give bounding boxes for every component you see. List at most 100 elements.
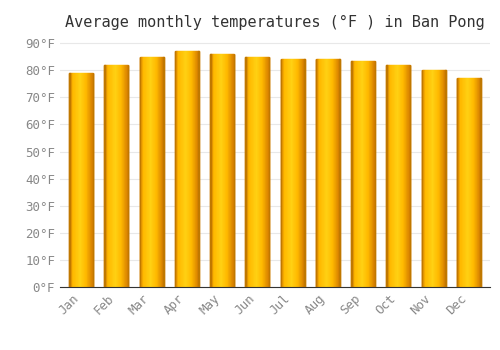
Bar <box>369 61 370 287</box>
Bar <box>463 78 464 287</box>
Bar <box>122 65 123 287</box>
Bar <box>73 73 74 287</box>
Bar <box>461 78 462 287</box>
Bar <box>198 51 199 287</box>
Bar <box>232 54 233 287</box>
Bar <box>258 57 259 287</box>
Bar <box>269 57 270 287</box>
Bar <box>332 60 334 287</box>
Bar <box>470 78 471 287</box>
Bar <box>120 65 121 287</box>
Bar <box>179 51 180 287</box>
Bar <box>284 60 285 287</box>
Bar <box>262 57 263 287</box>
Bar <box>185 51 186 287</box>
Bar <box>391 65 392 287</box>
Bar <box>210 54 212 287</box>
Bar <box>249 57 250 287</box>
Bar <box>222 54 224 287</box>
Bar <box>69 73 70 287</box>
Bar <box>253 57 254 287</box>
Bar <box>475 78 476 287</box>
Bar <box>468 78 469 287</box>
Bar <box>402 65 403 287</box>
Bar <box>429 70 430 287</box>
Bar <box>111 65 112 287</box>
Bar <box>280 60 281 287</box>
Bar <box>390 65 391 287</box>
Bar <box>442 70 443 287</box>
Bar <box>351 61 352 287</box>
Bar <box>264 57 265 287</box>
Bar <box>151 57 152 287</box>
Bar <box>436 70 437 287</box>
Bar <box>213 54 214 287</box>
Bar <box>434 70 435 287</box>
Bar <box>181 51 182 287</box>
Bar <box>191 51 192 287</box>
Bar <box>363 61 364 287</box>
Bar <box>154 57 155 287</box>
Bar <box>161 57 162 287</box>
Bar <box>107 65 108 287</box>
Bar <box>155 57 156 287</box>
Title: Average monthly temperatures (°F ) in Ban Pong: Average monthly temperatures (°F ) in Ba… <box>65 15 485 30</box>
Bar <box>246 57 247 287</box>
Bar <box>393 65 394 287</box>
Bar <box>81 73 82 287</box>
Bar <box>218 54 219 287</box>
Bar <box>281 60 282 287</box>
Bar <box>140 57 141 287</box>
Bar <box>426 70 427 287</box>
Bar <box>329 60 330 287</box>
Bar <box>254 57 255 287</box>
Bar <box>431 70 432 287</box>
Bar <box>320 60 322 287</box>
Bar <box>75 73 76 287</box>
Bar <box>248 57 249 287</box>
Bar <box>196 51 197 287</box>
Bar <box>357 61 358 287</box>
Bar <box>392 65 393 287</box>
Bar <box>114 65 115 287</box>
Bar <box>127 65 128 287</box>
Bar <box>230 54 231 287</box>
Bar <box>78 73 79 287</box>
Bar <box>110 65 111 287</box>
Bar <box>265 57 266 287</box>
Bar <box>422 70 423 287</box>
Bar <box>440 70 441 287</box>
Bar <box>362 61 363 287</box>
Bar <box>326 60 328 287</box>
Bar <box>186 51 187 287</box>
Bar <box>471 78 472 287</box>
Bar <box>295 60 296 287</box>
Bar <box>147 57 148 287</box>
Bar <box>319 60 320 287</box>
Bar <box>325 60 326 287</box>
Bar <box>293 60 294 287</box>
Bar <box>121 65 122 287</box>
Bar <box>141 57 142 287</box>
Bar <box>469 78 470 287</box>
Bar <box>268 57 269 287</box>
Bar <box>82 73 83 287</box>
Bar <box>296 60 297 287</box>
Bar <box>358 61 359 287</box>
Bar <box>125 65 126 287</box>
Bar <box>156 57 157 287</box>
Bar <box>144 57 145 287</box>
Bar <box>292 60 293 287</box>
Bar <box>153 57 154 287</box>
Bar <box>464 78 466 287</box>
Bar <box>337 60 338 287</box>
Bar <box>409 65 410 287</box>
Bar <box>353 61 354 287</box>
Bar <box>316 60 317 287</box>
Bar <box>299 60 300 287</box>
Bar <box>192 51 193 287</box>
Bar <box>257 57 258 287</box>
Bar <box>371 61 372 287</box>
Bar <box>302 60 303 287</box>
Bar <box>287 60 288 287</box>
